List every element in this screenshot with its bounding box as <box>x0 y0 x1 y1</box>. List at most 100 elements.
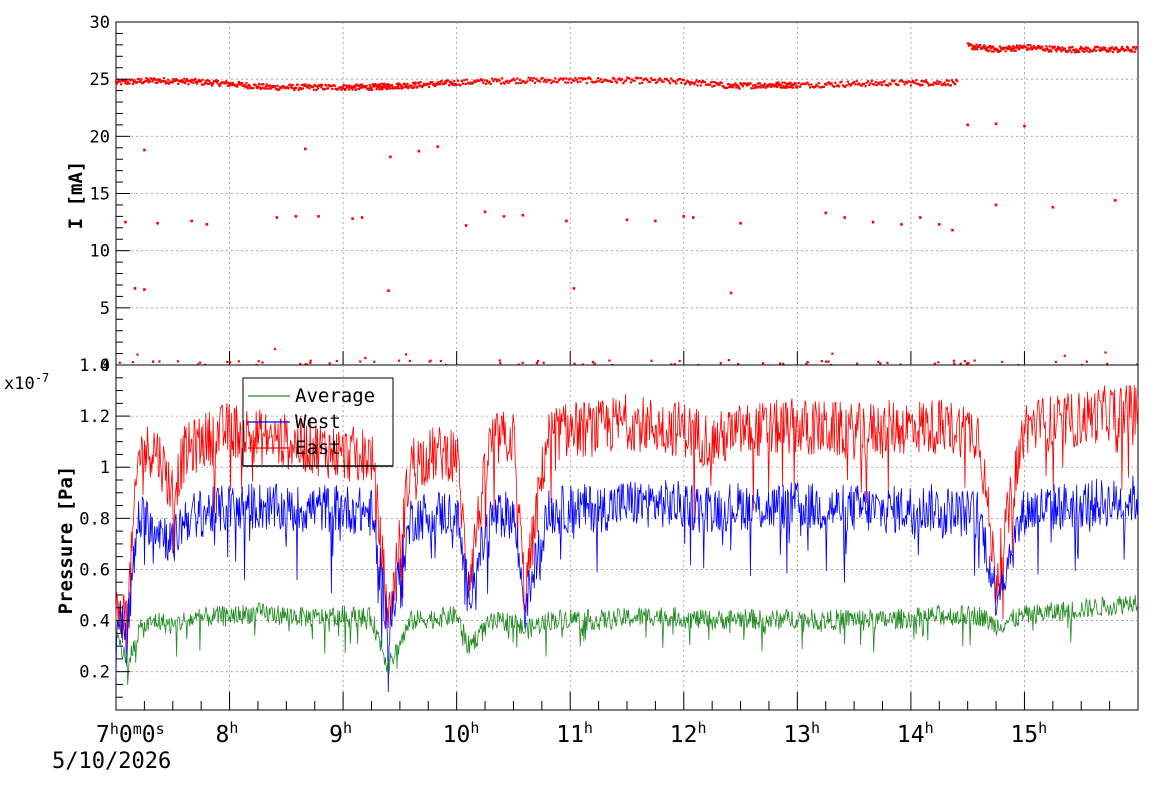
current-point <box>238 82 241 85</box>
current-point <box>501 77 504 80</box>
current-point <box>560 77 563 80</box>
current-point <box>594 81 597 84</box>
current-point <box>665 77 668 81</box>
current-point <box>1007 47 1010 51</box>
current-point <box>540 77 543 80</box>
current-y-tick-label: 0 <box>100 356 110 376</box>
current-point <box>489 82 492 86</box>
current-point <box>866 80 870 83</box>
current-point <box>448 84 451 87</box>
current-outlier-point <box>351 217 354 220</box>
current-point <box>456 79 460 82</box>
current-point <box>803 82 807 86</box>
current-point <box>473 79 476 82</box>
current-point <box>262 83 265 86</box>
current-point <box>499 82 503 85</box>
current-point <box>870 79 873 82</box>
current-point <box>600 80 603 84</box>
current-zero-point <box>973 359 976 362</box>
pressure-exponent-label: x10-7 <box>4 371 49 394</box>
current-point <box>133 79 136 82</box>
current-point <box>1115 48 1119 51</box>
current-point <box>767 85 770 88</box>
current-point <box>636 76 639 80</box>
current-point <box>550 82 553 85</box>
current-point <box>390 84 393 87</box>
current-point <box>183 81 187 85</box>
current-point <box>902 80 905 84</box>
current-point <box>330 85 333 88</box>
current-point <box>516 77 519 80</box>
current-point <box>791 83 794 86</box>
current-point <box>1110 46 1114 49</box>
current-point <box>341 87 344 90</box>
current-point <box>579 80 582 83</box>
current-point <box>859 83 862 87</box>
current-point <box>880 83 884 87</box>
current-point <box>774 83 778 86</box>
current-point <box>479 78 482 81</box>
current-point <box>646 78 649 82</box>
current-point <box>492 80 495 83</box>
current-point <box>633 79 636 82</box>
current-point <box>655 81 658 84</box>
current-point <box>162 77 166 80</box>
current-zero-point <box>965 362 969 365</box>
current-point <box>422 84 425 87</box>
current-point <box>1044 48 1047 51</box>
current-point <box>848 82 851 86</box>
current-point <box>344 87 347 90</box>
current-point <box>745 83 748 86</box>
current-point <box>511 78 514 82</box>
current-point <box>869 82 872 85</box>
current-point <box>125 82 129 85</box>
current-point <box>538 80 542 83</box>
current-point <box>816 85 819 88</box>
current-point <box>295 86 298 89</box>
current-point <box>1107 48 1110 51</box>
current-point <box>892 80 895 83</box>
current-point <box>1048 45 1051 48</box>
current-point <box>193 78 196 82</box>
current-point <box>194 77 197 81</box>
current-point <box>863 82 866 85</box>
current-point <box>1130 48 1133 51</box>
current-point <box>1017 46 1020 49</box>
current-point <box>359 83 362 86</box>
current-zero-point <box>536 359 540 363</box>
current-point <box>518 78 521 81</box>
current-zero-point <box>118 361 121 364</box>
current-outlier-point <box>156 221 159 225</box>
current-point <box>937 82 940 86</box>
current-point <box>972 45 976 48</box>
current-point <box>235 84 238 87</box>
current-point <box>358 85 361 88</box>
current-point <box>551 80 554 83</box>
current-point <box>1070 51 1073 54</box>
current-point <box>387 83 390 86</box>
current-point <box>580 77 583 80</box>
current-point <box>1121 45 1124 48</box>
current-point <box>257 85 260 88</box>
current-point <box>421 86 424 89</box>
current-point <box>942 82 945 86</box>
current-point <box>513 79 516 82</box>
current-point <box>999 49 1002 53</box>
current-point <box>469 81 472 84</box>
current-point <box>986 46 989 49</box>
current-point <box>805 82 808 85</box>
current-point <box>485 79 489 83</box>
current-point <box>305 84 308 87</box>
current-point <box>366 87 369 90</box>
current-point <box>998 49 1001 53</box>
current-point <box>851 81 855 85</box>
current-point <box>573 79 576 82</box>
current-point <box>865 81 868 84</box>
current-point <box>812 86 815 89</box>
current-point <box>520 82 523 85</box>
current-point <box>370 88 374 91</box>
current-outlier-point <box>1113 199 1117 202</box>
current-point <box>564 81 567 84</box>
current-point <box>372 85 375 88</box>
